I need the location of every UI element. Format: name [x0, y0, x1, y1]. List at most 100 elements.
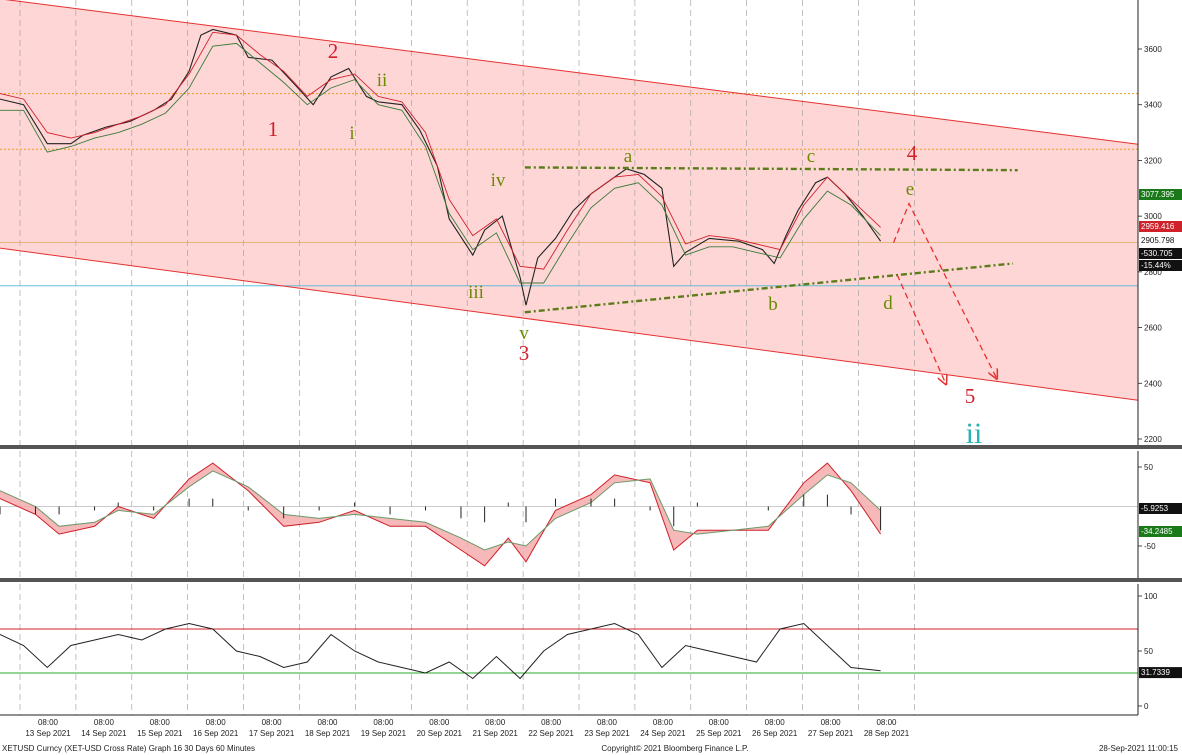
price-label: -15.44% — [1141, 261, 1171, 270]
x-time-label: 08:00 — [94, 718, 115, 727]
rsi-label: 31.7339 — [1141, 668, 1170, 677]
y-tick-label: 2600 — [1144, 324, 1162, 333]
x-time-label: 08:00 — [38, 718, 59, 727]
footer: XETUSD Curncy (XET-USD Cross Rate) Graph… — [2, 744, 1179, 753]
x-date-label: 25 Sep 2021 — [696, 729, 742, 738]
rsi-label-box — [1139, 667, 1182, 679]
y-tick-label: 3600 — [1144, 45, 1162, 54]
wave-label: a — [624, 146, 633, 167]
footer-center: Copyright© 2021 Bloomberg Finance L.P. — [601, 744, 748, 753]
y-tick-label: 100 — [1144, 592, 1158, 601]
price-label: 2905.798 — [1141, 236, 1175, 245]
rsi-panel: 100 50 0 31.7339 — [0, 584, 1182, 715]
price-label-box — [1139, 189, 1182, 200]
price-label: -530.705 — [1141, 249, 1173, 258]
macd-line — [0, 462, 882, 567]
x-date-label: 26 Sep 2021 — [752, 729, 798, 738]
y-tick-label: 50 — [1144, 647, 1153, 656]
macd-plot-bg — [0, 451, 1138, 578]
price-label: 3077.395 — [1141, 190, 1175, 199]
x-time-label: 08:00 — [765, 718, 786, 727]
wave-label: b — [768, 294, 778, 315]
x-date-label: 16 Sep 2021 — [193, 729, 239, 738]
x-date-label: 28 Sep 2021 — [864, 729, 910, 738]
x-date-label: 24 Sep 2021 — [640, 729, 686, 738]
macd-label-box — [1139, 503, 1182, 514]
wave-label: e — [906, 179, 914, 200]
y-tick-label: 2200 — [1144, 435, 1162, 444]
x-date-label: 21 Sep 2021 — [473, 729, 519, 738]
y-tick-label: -50 — [1144, 542, 1156, 551]
price-label-box — [1139, 235, 1182, 246]
x-time-label: 08:00 — [709, 718, 730, 727]
x-time-label: 08:00 — [429, 718, 450, 727]
x-time-label: 08:00 — [653, 718, 674, 727]
x-date-label: 20 Sep 2021 — [417, 729, 463, 738]
x-time-label: 08:00 — [541, 718, 562, 727]
y-tick-label: 50 — [1144, 463, 1153, 472]
wave-label: i — [349, 123, 354, 144]
price-series-line — [0, 42, 881, 284]
x-time-label: 08:00 — [821, 718, 842, 727]
rsi-line — [0, 622, 881, 680]
price-label: 2959.416 — [1141, 222, 1175, 231]
x-date-label: 14 Sep 2021 — [81, 729, 127, 738]
panel-divider — [0, 445, 1182, 449]
y-tick-label: 2400 — [1144, 379, 1162, 388]
wave-label: c — [807, 146, 815, 167]
x-date-label: 27 Sep 2021 — [808, 729, 854, 738]
x-date-label: 13 Sep 2021 — [25, 729, 71, 738]
y-tick-label: 2800 — [1144, 268, 1162, 277]
wave-label: 3 — [519, 341, 530, 365]
x-date-label: 22 Sep 2021 — [528, 729, 574, 738]
macd-label: -5.9253 — [1141, 504, 1169, 513]
wave-label: 2 — [328, 39, 339, 63]
y-tick-label: 3200 — [1144, 156, 1162, 165]
wave-label: 5 — [965, 384, 976, 408]
x-time-label: 08:00 — [485, 718, 506, 727]
triangle-lower-line — [524, 262, 1014, 314]
wave-label: 1 — [268, 117, 279, 141]
x-time-label: 08:00 — [373, 718, 394, 727]
macd-label-box — [1139, 526, 1182, 537]
price-label-box — [1139, 221, 1182, 232]
channel-fill — [0, 0, 1138, 401]
x-time-label: 08:00 — [597, 718, 618, 727]
x-time-label: 08:00 — [317, 718, 338, 727]
y-tick-label: 3400 — [1144, 101, 1162, 110]
triangle-upper-line — [524, 166, 1018, 172]
panel-divider — [0, 578, 1182, 582]
y-tick-label: 0 — [1144, 702, 1149, 711]
price-label-box — [1139, 248, 1182, 259]
channel-upper-line — [5, 0, 1139, 145]
x-date-label: 23 Sep 2021 — [584, 729, 630, 738]
rsi-plot-bg — [0, 584, 1138, 715]
wave-label: iii — [468, 282, 484, 303]
wave-label: iv — [491, 170, 506, 191]
x-date-label: 18 Sep 2021 — [305, 729, 351, 738]
x-time-label: 08:00 — [262, 718, 283, 727]
y-tick-label: 3000 — [1144, 212, 1162, 221]
x-time-label: 08:00 — [150, 718, 171, 727]
wave-label: v — [519, 323, 529, 344]
x-time-label: 08:00 — [876, 718, 897, 727]
macd-panel: 50 -50 -5.9253 -34.2485 — [0, 451, 1182, 582]
wave-label: d — [883, 293, 893, 314]
price-label-box — [1139, 260, 1182, 271]
price-series-line — [0, 31, 881, 270]
wave-label: 4 — [907, 141, 918, 165]
projection-arrow — [892, 202, 997, 378]
x-date-label: 15 Sep 2021 — [137, 729, 183, 738]
channel-lower-line — [0, 247, 1139, 401]
x-date-label: 19 Sep 2021 — [361, 729, 407, 738]
macd-label: -34.2485 — [1141, 527, 1173, 536]
footer-right: 28-Sep-2021 11:00:15 — [1099, 744, 1179, 753]
wave-label: ii — [377, 70, 388, 91]
macd-line — [0, 470, 881, 551]
wave-label: ii — [966, 417, 983, 450]
x-date-label: 17 Sep 2021 — [249, 729, 295, 738]
x-axis: 08:00 13 Sep 2021 08:00 14 Sep 2021 08:00 15 … — [0, 714, 1138, 738]
